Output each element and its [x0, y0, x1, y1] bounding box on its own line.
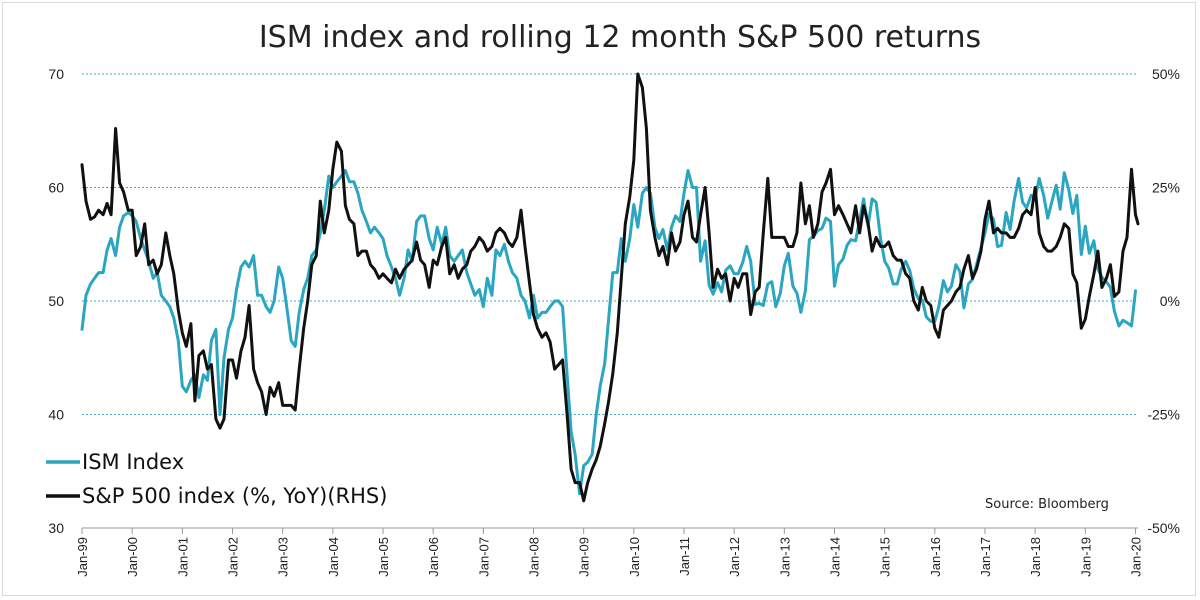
x-tick-label: Jan-09	[577, 537, 592, 577]
x-tick-label: Jan-10	[627, 537, 642, 577]
x-tick-label: Jan-13	[777, 537, 792, 577]
left-tick-label: 50	[48, 293, 64, 309]
x-tick-label: Jan-07	[476, 537, 491, 577]
right-axis-ticks: -50% -25% 0% 25% 50%	[1147, 66, 1180, 536]
right-tick-label: -50%	[1147, 520, 1180, 536]
right-tick-label: 50%	[1152, 66, 1180, 82]
x-tick-label: Jan-18	[1028, 537, 1043, 577]
x-tick-label: Jan-19	[1078, 537, 1093, 577]
chart-title: ISM index and rolling 12 month S&P 500 r…	[259, 20, 981, 55]
series-layer	[80, 72, 1140, 503]
left-tick-label: 60	[48, 180, 64, 196]
x-tick-label: Jan-11	[677, 537, 692, 576]
right-tick-label: -25%	[1147, 407, 1180, 423]
x-tick-label: Jan-04	[326, 537, 341, 577]
x-tick-label: Jan-06	[426, 537, 441, 577]
x-tick-label: Jan-00	[125, 537, 140, 577]
legend: ISM Index S&P 500 index (%, YoY)(RHS)	[46, 450, 387, 508]
right-tick-label: 25%	[1152, 180, 1180, 196]
left-tick-label: 30	[48, 520, 64, 536]
series-sp500-line	[80, 72, 1140, 503]
x-tick-label: Jan-01	[175, 537, 190, 577]
x-tick-label: Jan-16	[928, 537, 943, 577]
x-tick-label: Jan-15	[878, 537, 893, 577]
left-tick-label: 70	[48, 66, 64, 82]
x-tick-label: Jan-14	[827, 537, 842, 577]
source-note: Source: Bloomberg	[985, 497, 1109, 512]
x-tick-label: Jan-99	[75, 537, 90, 577]
series-ism-line	[80, 169, 1137, 496]
x-tick-label: Jan-08	[526, 537, 541, 577]
x-tick-label: Jan-20	[1128, 537, 1143, 577]
legend-ism-label: ISM Index	[82, 450, 184, 474]
x-tick-label: Jan-17	[978, 537, 993, 577]
left-tick-label: 40	[48, 407, 64, 423]
x-tick-label: Jan-03	[276, 537, 291, 577]
legend-sp500-label: S&P 500 index (%, YoY)(RHS)	[82, 484, 387, 508]
x-tick-label: Jan-02	[225, 537, 240, 577]
x-tick-label: Jan-05	[376, 537, 391, 577]
x-axis: Jan-99 Jan-00 Jan-01 Jan-02 Jan-03 Jan-04 Jan-…	[75, 527, 1143, 577]
left-axis-ticks: 30 40 50 60 70	[48, 66, 64, 536]
right-tick-label: 0%	[1160, 293, 1180, 309]
x-tick-label: Jan-12	[727, 537, 742, 577]
